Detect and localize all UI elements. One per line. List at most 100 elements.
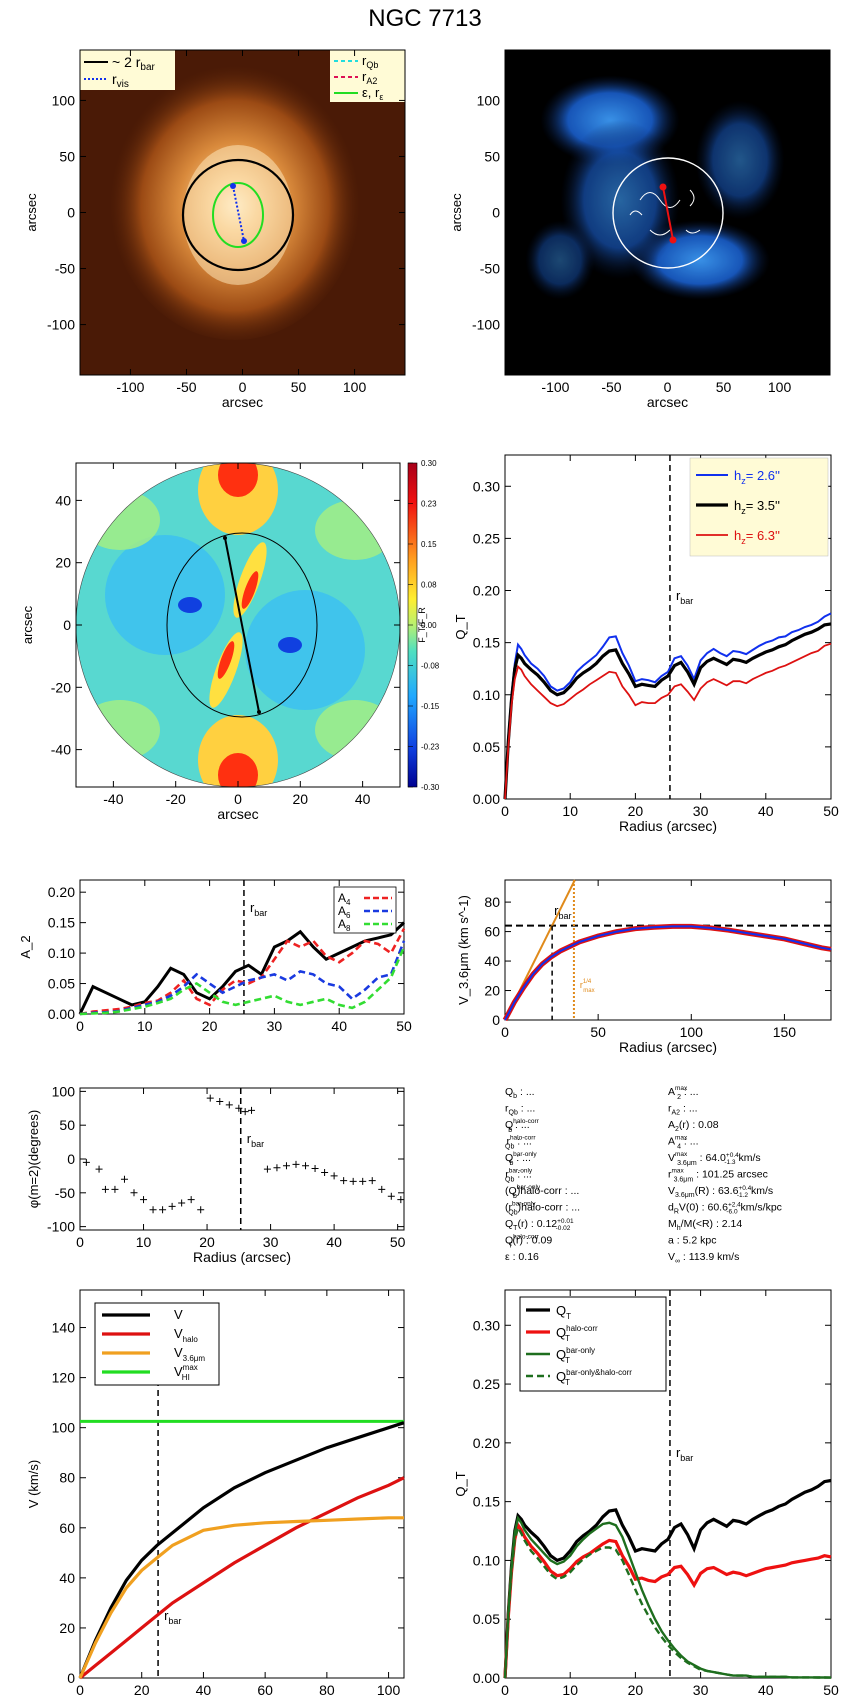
y-tick-label: 0.30 xyxy=(473,1317,500,1333)
x-tick-label: 80 xyxy=(319,1682,335,1698)
phase-point xyxy=(311,1164,319,1172)
y-tick-label: -20 xyxy=(51,679,71,695)
y-tick-label: -100 xyxy=(47,1219,75,1235)
plot-frame xyxy=(79,1087,405,1231)
phase-point xyxy=(340,1177,348,1185)
y-tick-label: 0.00 xyxy=(48,1006,75,1022)
rbar-label: rbar xyxy=(676,588,693,606)
x-tick-label: 0 xyxy=(664,379,672,395)
panel-rotation-curve: 0 50 100 150 0 20 40 60 80 Radius (arcsec) V_3.6μm… xyxy=(456,879,832,1055)
x-tick-label: 20 xyxy=(628,1682,644,1698)
qt-corrected-series-line xyxy=(503,1524,832,1679)
colorbar-tick-label: -0.30 xyxy=(421,783,440,792)
x-tick-label: 50 xyxy=(396,1018,412,1034)
x-tick-label: -50 xyxy=(601,379,621,395)
x-tick-label: 0 xyxy=(501,1024,509,1040)
phase-point xyxy=(168,1202,176,1210)
colorbar-tick-label: 0.23 xyxy=(421,500,437,509)
legend-label: A4 xyxy=(338,891,351,907)
y-tick-label: 20 xyxy=(55,555,71,571)
y-tick-label: -50 xyxy=(480,261,500,277)
y-tick-label: -50 xyxy=(55,1185,75,1201)
legend-right-label: rA2 xyxy=(362,69,377,86)
info-line: rmax 3.6μm : 101.25 arcsec xyxy=(668,1168,768,1184)
phase-point xyxy=(359,1177,367,1185)
info-line: (rbar-only Qb)halo-corr : ... xyxy=(505,1201,580,1217)
x-tick-label: 20 xyxy=(293,791,309,807)
x-tick-label: 50 xyxy=(390,1234,406,1250)
x-tick-label: 0 xyxy=(76,1234,84,1250)
phase-point xyxy=(120,1175,128,1183)
bar-end-marker xyxy=(659,183,667,191)
y-tick-label: 50 xyxy=(59,148,75,164)
info-line: rQb : ... xyxy=(505,1103,535,1117)
x-axis-label: Radius (arcsec) xyxy=(619,1697,717,1700)
bar-end-marker xyxy=(223,536,227,540)
velocity-curve xyxy=(78,1516,404,1679)
y-tick-label: 0 xyxy=(492,205,500,221)
y-tick-label: 0.05 xyxy=(473,739,500,755)
rvis-line xyxy=(232,185,245,242)
x-tick-label: -40 xyxy=(103,791,123,807)
legend-label: V xyxy=(174,1307,183,1322)
r-quarter-max-label: r1/4 max xyxy=(580,979,595,994)
x-axis-label: arcsec xyxy=(647,394,688,410)
phase-point xyxy=(95,1165,103,1173)
x-tick-label: 40 xyxy=(355,791,371,807)
y-tick-label: 60 xyxy=(484,924,500,940)
y-tick-label: 0 xyxy=(67,1670,75,1686)
x-tick-label: 100 xyxy=(768,379,792,395)
legend-right-label: rQb xyxy=(362,53,378,70)
y-tick-label: 100 xyxy=(52,1083,76,1099)
colorbar-tick-label: 0.08 xyxy=(421,581,437,590)
a6-series-line xyxy=(79,940,406,1016)
phase-point xyxy=(302,1162,310,1170)
y-tick-label: 0 xyxy=(67,1151,75,1167)
phase-point xyxy=(235,1104,243,1112)
y-tick-label: 0.00 xyxy=(473,791,500,807)
phase-point xyxy=(368,1177,376,1185)
x-axis-label: arcsec xyxy=(222,394,263,410)
info-line: QT(r) : 0.12+0.01 -0.02 xyxy=(505,1218,574,1232)
plot-frame xyxy=(79,1289,405,1679)
y-tick-label: 0.10 xyxy=(48,945,75,961)
y-tick-label: 50 xyxy=(59,1117,75,1133)
x-tick-label: 100 xyxy=(343,379,367,395)
phase-point xyxy=(273,1164,281,1172)
panel-force-map: 0.30 0.23 0.15 0.08 0.00 -0.08 -0.15 -0.23 -0.30… xyxy=(75,459,440,792)
phase-point xyxy=(241,1108,249,1116)
x-tick-label: 20 xyxy=(628,803,644,819)
bar-axis-line xyxy=(662,186,674,241)
x-tick-label: 20 xyxy=(199,1234,215,1250)
y-axis-label: V (km/s) xyxy=(26,1460,41,1508)
axes-panel-1: -100 -50 0 50 100 -100 -50 0 50 100 arcsec arcsec xyxy=(24,49,406,410)
rbar-label: rbar xyxy=(554,903,571,921)
x-axis-label: Radius (arcsec) xyxy=(619,818,717,834)
y-tick-label: 0.20 xyxy=(473,583,500,599)
velocity-curve xyxy=(78,1421,405,1679)
x-axis-label: Radius (arcsec) xyxy=(619,1039,717,1055)
phase-point xyxy=(111,1185,119,1193)
colorbar-label: F_T/F_R xyxy=(417,607,427,643)
phase-point xyxy=(82,1158,90,1166)
a2-series-line xyxy=(78,921,406,1015)
info-line: Qb : ... xyxy=(505,1086,535,1100)
velocity-curve xyxy=(78,1476,405,1680)
legend-label: QT xyxy=(556,1303,571,1321)
y-axis-label: V_3.6μm (km s^-1) xyxy=(456,895,471,1005)
phase-point xyxy=(178,1199,186,1207)
x-tick-label: 30 xyxy=(263,1234,279,1250)
bar-axis-line xyxy=(224,537,260,713)
axes-panel-3: -40 -20 0 20 40 -40 -20 0 20 40 arcsec arcsec xyxy=(20,462,401,822)
qt-corrected-series-line xyxy=(503,1515,832,1679)
bar-end-marker xyxy=(669,236,677,244)
y-tick-label: 80 xyxy=(59,1470,75,1486)
qt-series-line xyxy=(504,612,832,800)
x-tick-label: 50 xyxy=(823,803,839,819)
phase-point xyxy=(397,1196,405,1204)
y-tick-label: 60 xyxy=(59,1520,75,1536)
x-tick-label: -100 xyxy=(541,379,569,395)
y-tick-label: 0.25 xyxy=(473,530,500,546)
colorbar-tick-label: 0.00 xyxy=(421,621,437,630)
